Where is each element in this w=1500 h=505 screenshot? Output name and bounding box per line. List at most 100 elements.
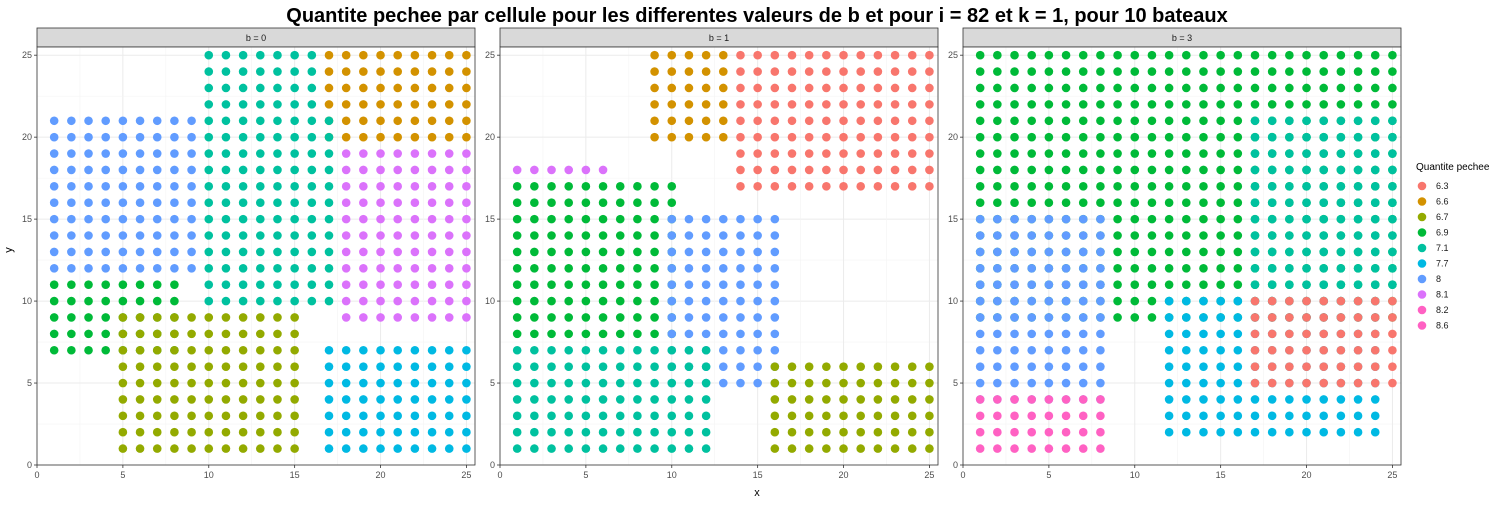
data-point	[427, 132, 437, 142]
data-point	[839, 67, 848, 76]
data-point	[427, 182, 437, 191]
data-point	[1113, 296, 1122, 306]
data-point	[1302, 182, 1311, 191]
data-point	[1302, 247, 1311, 257]
data-point	[376, 83, 385, 93]
data-point	[221, 263, 231, 273]
data-point	[1061, 214, 1071, 224]
data-point	[1078, 132, 1088, 142]
data-point	[718, 345, 728, 355]
data-point	[170, 231, 179, 240]
data-point	[427, 345, 437, 355]
data-point	[427, 198, 437, 208]
data-point	[770, 100, 780, 109]
data-point	[1250, 378, 1260, 388]
data-point	[1370, 362, 1380, 371]
data-point	[341, 231, 351, 240]
data-point	[49, 214, 59, 224]
data-point	[67, 182, 76, 191]
data-point	[393, 263, 403, 273]
x-tick-label: 0	[960, 470, 965, 480]
data-point	[324, 198, 334, 208]
data-point	[975, 411, 985, 421]
data-point	[1061, 411, 1071, 421]
data-point	[1061, 247, 1071, 257]
data-point	[1233, 100, 1243, 109]
data-point	[1096, 296, 1105, 306]
data-point	[975, 100, 985, 109]
data-point	[1250, 132, 1260, 142]
data-point	[444, 411, 454, 421]
data-point	[530, 329, 539, 339]
data-point	[701, 329, 711, 339]
data-point	[187, 362, 196, 371]
data-point	[238, 395, 248, 404]
data-point	[1078, 263, 1088, 273]
data-point	[359, 345, 368, 355]
data-point	[255, 132, 265, 142]
data-point	[427, 362, 437, 371]
data-point	[530, 395, 539, 404]
data-point	[462, 214, 471, 224]
data-point	[1078, 280, 1088, 289]
data-point	[1302, 198, 1311, 208]
data-point	[307, 263, 317, 273]
data-point	[444, 280, 454, 289]
legend-key	[1417, 228, 1427, 237]
data-point	[770, 132, 780, 142]
data-point	[324, 50, 334, 60]
data-point	[49, 182, 59, 191]
data-point	[650, 214, 659, 224]
data-point	[993, 132, 1002, 142]
data-point	[1216, 378, 1225, 388]
data-point	[1370, 378, 1380, 388]
facet-strip-label: b = 3	[1172, 33, 1192, 43]
data-point	[290, 165, 299, 175]
data-point	[359, 444, 368, 453]
data-point	[1388, 313, 1397, 322]
data-point	[118, 362, 128, 371]
data-point	[530, 313, 539, 322]
x-tick-label: 5	[583, 470, 588, 480]
data-point	[444, 67, 454, 76]
x-tick-label: 10	[667, 470, 677, 480]
data-point	[1096, 247, 1105, 257]
data-point	[753, 296, 762, 306]
data-point	[873, 116, 883, 126]
data-point	[410, 362, 420, 371]
data-point	[804, 395, 814, 404]
panel-border	[499, 46, 939, 466]
data-point	[1096, 149, 1105, 158]
data-point	[1130, 182, 1140, 191]
data-point	[1181, 263, 1191, 273]
data-point	[290, 132, 299, 142]
data-point	[925, 395, 934, 404]
data-point	[598, 214, 608, 224]
data-point	[787, 395, 797, 404]
data-point	[650, 182, 659, 191]
x-tick-label: 5	[1046, 470, 1051, 480]
data-point	[770, 50, 780, 60]
data-point	[650, 313, 659, 322]
data-point	[1285, 132, 1294, 142]
data-point	[925, 362, 934, 371]
data-point	[856, 395, 866, 404]
data-point	[1078, 149, 1088, 158]
data-point	[1164, 231, 1174, 240]
data-point	[1061, 362, 1071, 371]
data-point	[1285, 247, 1294, 257]
y-tick-label: 0	[953, 460, 958, 470]
data-point	[273, 198, 282, 208]
data-point	[1319, 231, 1329, 240]
data-point	[1216, 100, 1225, 109]
data-point	[530, 362, 539, 371]
data-point	[993, 378, 1002, 388]
data-point	[650, 362, 659, 371]
data-point	[581, 444, 591, 453]
data-point	[341, 198, 351, 208]
data-point	[135, 427, 145, 437]
data-point	[1181, 149, 1191, 158]
data-point	[701, 296, 711, 306]
data-point	[530, 280, 539, 289]
